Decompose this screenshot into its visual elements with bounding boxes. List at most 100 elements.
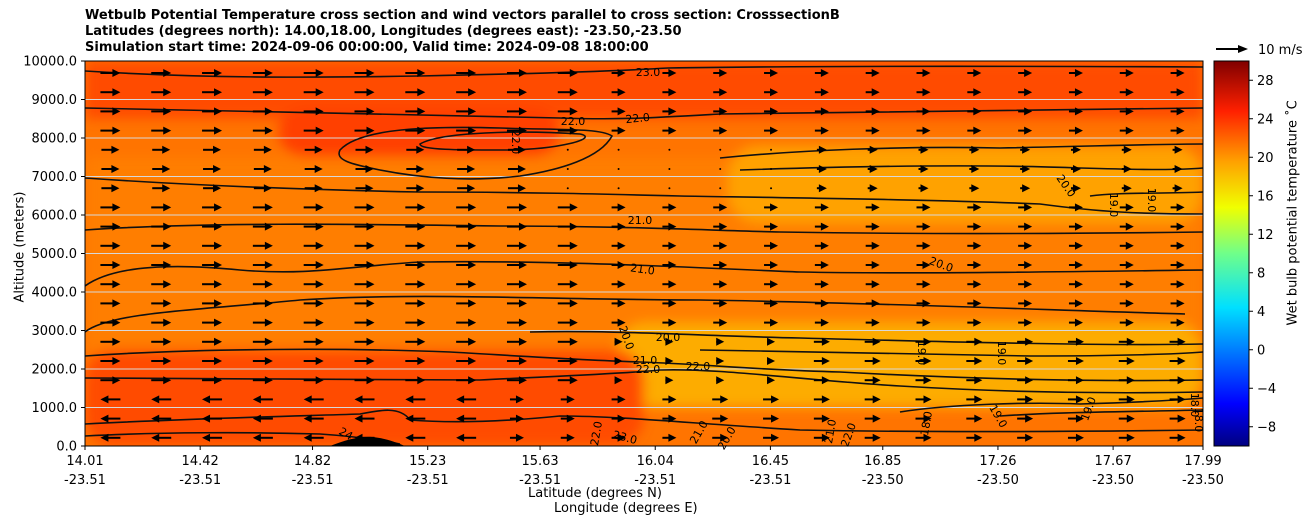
wind-vector bbox=[611, 126, 626, 135]
wind-vector bbox=[202, 126, 223, 135]
region-boundary-warm bbox=[85, 349, 644, 446]
colorbar-tick-label: 24 bbox=[1257, 112, 1274, 127]
wind-vector bbox=[719, 168, 722, 170]
wind-vector bbox=[304, 184, 323, 193]
wind-vector bbox=[662, 433, 677, 442]
wind-vector bbox=[456, 318, 477, 327]
wind-vector bbox=[151, 203, 172, 212]
wind-vector bbox=[1172, 184, 1183, 193]
contour-19-upper bbox=[739, 165, 1203, 171]
wind-vector bbox=[100, 357, 121, 365]
wind-vector bbox=[1068, 203, 1083, 212]
wind-vector bbox=[865, 222, 880, 231]
wind-vector bbox=[457, 184, 476, 193]
wind-vector bbox=[202, 414, 223, 423]
wind-vector bbox=[814, 241, 829, 250]
contour-label: 22.0 bbox=[686, 360, 711, 373]
colorbar-scale bbox=[1213, 60, 1250, 447]
wind-vector bbox=[1169, 395, 1186, 404]
wind-vector bbox=[614, 376, 623, 385]
wind-vector bbox=[405, 203, 426, 212]
wind-vector bbox=[767, 376, 776, 385]
wind-vector bbox=[405, 414, 426, 423]
wind-key: 10 m/s bbox=[1216, 43, 1303, 58]
wind-vector bbox=[566, 168, 569, 170]
wind-vector bbox=[100, 88, 121, 97]
wind-vector bbox=[1068, 261, 1083, 269]
wind-vector bbox=[915, 433, 932, 442]
wind-vector bbox=[557, 222, 578, 231]
wind-vector bbox=[456, 107, 477, 116]
wind-vector bbox=[1068, 453, 1084, 461]
wind-vector bbox=[611, 261, 626, 269]
wind-vector bbox=[252, 414, 273, 423]
wind-vector bbox=[1169, 337, 1186, 346]
wind-vector bbox=[456, 357, 477, 365]
wind-vector bbox=[566, 187, 569, 190]
wind-vector bbox=[1018, 69, 1033, 77]
contour-19-core bbox=[699, 349, 1203, 357]
wind-vector bbox=[405, 241, 426, 250]
wind-vector bbox=[1170, 453, 1186, 461]
contour-23-upper bbox=[85, 65, 1203, 78]
wind-vector bbox=[764, 88, 779, 97]
wind-vector bbox=[557, 280, 578, 289]
wind-vector bbox=[354, 222, 375, 231]
wind-vector bbox=[202, 337, 223, 346]
contour-label: 22.0 bbox=[509, 130, 522, 155]
wind-vector bbox=[967, 69, 982, 77]
contour-label: 22.0 bbox=[561, 115, 586, 128]
wind-vector bbox=[507, 184, 526, 193]
wind-vector bbox=[560, 414, 575, 423]
wind-vector bbox=[303, 203, 324, 212]
wind-vector bbox=[557, 126, 578, 135]
wind-vector bbox=[303, 69, 324, 77]
wind-vector bbox=[303, 88, 324, 97]
wind-vector bbox=[151, 299, 172, 308]
wind-vector bbox=[1018, 261, 1033, 269]
wind-vector bbox=[1118, 376, 1135, 385]
wind-vector bbox=[864, 414, 881, 423]
wind-vector bbox=[100, 414, 121, 423]
wind-vector bbox=[716, 357, 725, 365]
wind-vector bbox=[354, 261, 375, 269]
wind-vector bbox=[506, 376, 527, 385]
contour-label: 19.0 bbox=[1145, 188, 1158, 213]
wind-vector bbox=[865, 261, 880, 269]
wind-vector bbox=[151, 453, 171, 461]
wind-vector bbox=[151, 414, 172, 423]
title-line-2: Latitudes (degrees north): 14.00,18.00, … bbox=[85, 24, 682, 39]
wind-vector bbox=[865, 280, 880, 289]
wind-vector bbox=[557, 261, 578, 269]
wind-vector bbox=[916, 318, 931, 327]
wind-vector bbox=[566, 148, 569, 151]
wind-vector bbox=[662, 126, 677, 135]
colorbar-tick-label: −8 bbox=[1257, 420, 1276, 435]
wind-vector bbox=[354, 280, 375, 289]
x-tick-label-lat: 16.45 bbox=[752, 454, 789, 469]
wind-vector bbox=[716, 337, 725, 346]
wind-vector bbox=[611, 203, 626, 212]
colorbar-tick-label: 4 bbox=[1257, 305, 1265, 320]
wind-vector bbox=[867, 165, 878, 173]
wind-vector bbox=[1121, 184, 1132, 193]
wind-vector bbox=[1067, 357, 1084, 365]
wind-vector bbox=[151, 395, 172, 404]
wind-vector bbox=[864, 433, 881, 442]
wind-vector bbox=[101, 184, 120, 193]
wind-vector bbox=[202, 395, 223, 404]
colorbar-tick-label: −4 bbox=[1257, 382, 1276, 397]
wind-vector bbox=[1070, 184, 1081, 193]
wind-vector bbox=[814, 261, 829, 269]
wind-vector bbox=[1017, 414, 1034, 423]
wind-vector bbox=[668, 148, 671, 151]
wind-vector bbox=[662, 88, 677, 97]
wind-vector bbox=[713, 88, 728, 97]
wind-vector bbox=[1020, 184, 1031, 193]
wind-vector bbox=[456, 222, 477, 231]
wind-vector bbox=[611, 414, 626, 423]
wind-vector bbox=[916, 126, 931, 135]
contour-label: 22.0 bbox=[625, 111, 651, 126]
wind-vector bbox=[100, 241, 121, 250]
x-tick-label-lat: 15.23 bbox=[409, 454, 446, 469]
